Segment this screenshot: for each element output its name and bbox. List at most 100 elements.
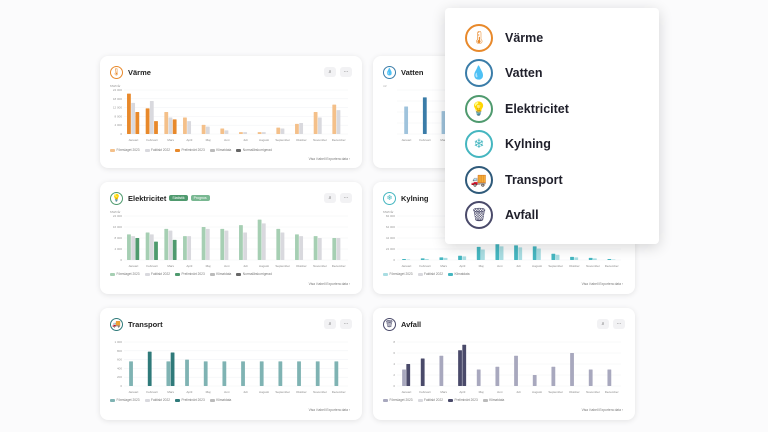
category-menu-item-avfall[interactable]: 🗑 Avfall [465, 198, 659, 234]
bar [127, 234, 131, 260]
legend-item[interactable]: Föreslaget 2023 [110, 272, 140, 276]
bar [317, 117, 322, 134]
legend-swatch [417, 272, 423, 276]
legend-label: Faktiskt 2022 [424, 272, 444, 276]
bar [462, 344, 467, 386]
legend-item[interactable]: Klimatdata [448, 272, 470, 276]
x-tick-label: Februari [146, 264, 158, 268]
legend-label: Klimatdata [216, 148, 232, 152]
x-tick-label: Mars [440, 264, 447, 268]
y-tick-label: 600 [117, 358, 122, 362]
y-tick-label: 44 000 [386, 236, 396, 240]
legend-item[interactable]: Normalårskorrigerad [236, 148, 272, 152]
legend-swatch [110, 398, 115, 402]
x-tick-label: Februari [146, 390, 158, 394]
search-icon[interactable]: ⌕ [597, 319, 609, 329]
footnote[interactable]: Visa i tabell Exportera data › [308, 408, 350, 412]
bar [499, 246, 504, 260]
search-icon[interactable]: ⌕ [324, 67, 336, 77]
bar [458, 350, 462, 386]
x-tick-label: April [186, 138, 192, 142]
footnote[interactable]: Visa i tabell Exportera data › [581, 408, 623, 412]
bar [425, 258, 429, 260]
bar [243, 232, 248, 260]
more-button[interactable]: ··· [340, 193, 352, 203]
legend-item[interactable]: Faktiskt 2022 [144, 272, 170, 276]
card-title: Värme [128, 67, 151, 77]
legend-label: Föreslaget 2023 [389, 398, 413, 402]
y-tick-label: 24 000 [386, 247, 396, 251]
legend-label: Klimatdata [216, 398, 232, 402]
x-tick-label: Juli [516, 264, 521, 268]
x-tick-label: Augusti [259, 138, 269, 142]
legend-label: Föreslaget 2023 [116, 148, 140, 152]
legend-item[interactable]: Preliminärt 2023 [175, 148, 205, 152]
category-menu-item-elektricitet[interactable]: 💡 Elektricitet [465, 91, 659, 127]
x-tick-label: Juli [516, 390, 521, 394]
legend-swatch [448, 272, 454, 276]
more-button[interactable]: ··· [340, 319, 352, 329]
y-tick-label: 18 000 [113, 97, 123, 101]
chart-varme: MWh/år 24 000 18 000 12 000 8 000 4 000 0 Janua… [110, 84, 352, 144]
more-button[interactable]: ··· [613, 319, 625, 329]
legend-item[interactable]: Preliminärt 2023 [448, 398, 478, 402]
category-menu-item-kylning[interactable]: ❄ Kylning [465, 127, 659, 163]
footnote[interactable]: Visa i tabell Exportera data › [581, 282, 623, 286]
y-tick-label: 400 [117, 366, 122, 370]
more-button[interactable]: ··· [340, 67, 352, 77]
legend-item[interactable]: Preliminärt 2023 [175, 272, 205, 276]
bar [164, 112, 169, 134]
bar [224, 130, 229, 134]
bar [149, 101, 154, 134]
legend-item[interactable]: Föreslaget 2023 [110, 398, 140, 402]
legend-item[interactable]: Faktiskt 2022 [417, 398, 444, 402]
x-tick-label: Juni [497, 390, 503, 394]
bar [574, 257, 579, 260]
legend-item[interactable]: Preliminärt 2023 [175, 398, 205, 402]
x-tick-label: April [186, 264, 192, 268]
category-menu-item-vrme[interactable]: 🌡 Värme [465, 20, 659, 56]
bar [131, 102, 136, 134]
chart-transport: 1 000 800 600 400 200 0 Januari Februari Mars Apr… [110, 336, 352, 396]
legend-item[interactable]: Faktiskt 2022 [144, 148, 170, 152]
footnote[interactable]: Visa i tabell Exportera data › [308, 282, 350, 286]
legend-item[interactable]: Klimatdata [482, 398, 504, 402]
search-icon[interactable]: ⌕ [324, 319, 336, 329]
x-tick-label: Juli [243, 138, 248, 142]
legend-label: Faktiskt 2022 [424, 398, 444, 402]
legend-item[interactable]: Faktiskt 2022 [144, 398, 170, 402]
legend-swatch [417, 398, 423, 402]
category-menu-item-transport[interactable]: 🚚 Transport [465, 162, 659, 198]
bar [239, 132, 243, 134]
bar [439, 257, 444, 260]
bar [313, 112, 318, 134]
chart-avfall: 8 6 4 2 0 Januari Februari Mars April Maj Juni Juli… [383, 336, 625, 396]
x-tick-label: Maj [479, 264, 484, 268]
truck-icon: 🚚 [465, 165, 493, 194]
legend-item[interactable]: Faktiskt 2022 [417, 272, 444, 276]
legend-item[interactable]: Föreslaget 2023 [110, 148, 140, 152]
bar [280, 128, 285, 134]
x-tick-label: Januari [128, 390, 138, 394]
category-menu-item-vatten[interactable]: 💧 Vatten [465, 56, 659, 92]
legend-item[interactable]: Föreslaget 2023 [383, 398, 413, 402]
legend-label: Föreslaget 2023 [116, 398, 140, 402]
card-title: Avfall [401, 319, 422, 329]
footnote[interactable]: Visa i tabell Exportera data › [308, 157, 350, 161]
x-tick-label: Mars [167, 264, 174, 268]
legend-item[interactable]: Normalårskorrigerad [236, 272, 272, 276]
bar [570, 256, 574, 260]
legend-item[interactable]: Klimatdata [209, 148, 232, 152]
bar [588, 369, 593, 386]
search-icon[interactable]: ⌕ [324, 193, 336, 203]
legend-swatch [144, 148, 150, 152]
y-tick-label: 1 000 [114, 340, 122, 344]
bar [129, 361, 133, 386]
bar [295, 234, 299, 260]
bar [168, 117, 173, 134]
legend-item[interactable]: Klimatdata [209, 398, 232, 402]
legend-item[interactable]: Föreslaget 2023 [383, 272, 413, 276]
legend-item[interactable]: Klimatdata [209, 272, 231, 276]
bar [187, 236, 192, 260]
